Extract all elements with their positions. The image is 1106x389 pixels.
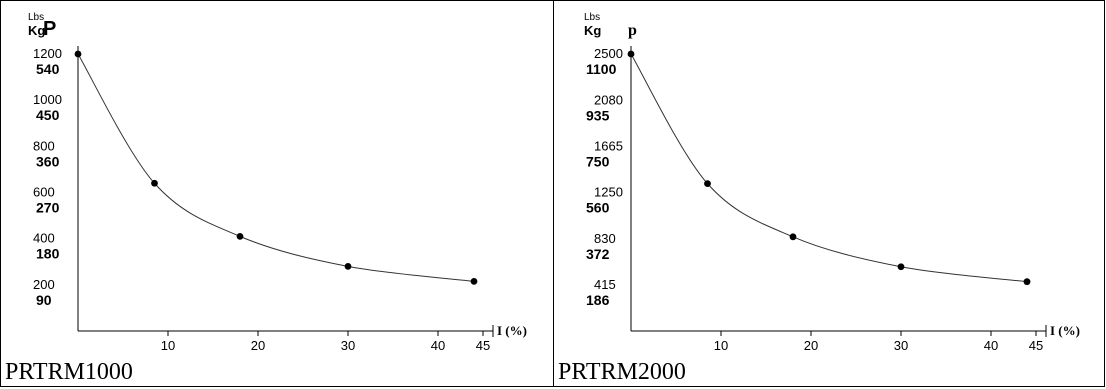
y-tick-lbs: 800 — [33, 138, 55, 153]
y-axis-title: P — [43, 18, 56, 40]
chart-panel-prtrm1000: Lbs Kg P 1200 540 1000 450 800 360 600 270 400 180 20… — [0, 0, 554, 387]
y-tick-lbs: 400 — [33, 231, 55, 246]
x-tick-label: 45 — [1029, 338, 1043, 353]
chart-panel-prtrm2000: Lbs Kg p 2500 1100 2080 935 1665 750 1250 560 830 37… — [553, 0, 1105, 387]
data-point — [704, 180, 711, 188]
x-axis-title: I (%) — [497, 323, 527, 338]
y-tick-kg: 450 — [36, 107, 60, 123]
y-unit-lbs: Lbs — [28, 12, 44, 23]
y-unit-lbs: Lbs — [584, 12, 600, 23]
x-axis-title: I (%) — [1050, 323, 1080, 338]
chart-caption: PRTRM2000 — [558, 359, 686, 385]
y-tick-lbs: 2080 — [594, 93, 623, 108]
y-tick-kg: 372 — [586, 246, 610, 262]
data-point — [344, 262, 352, 270]
y-tick-kg: 90 — [36, 292, 52, 308]
x-tick-label: 10 — [161, 338, 175, 353]
y-tick-lbs: 1200 — [33, 46, 62, 61]
y-tick-kg: 186 — [586, 292, 610, 308]
y-tick-kg: 935 — [586, 108, 610, 124]
x-tick-label: 40 — [431, 338, 445, 353]
y-tick-kg: 360 — [36, 153, 60, 169]
y-tick-lbs: 1665 — [594, 139, 623, 154]
data-point — [1023, 278, 1031, 286]
y-unit-kg: Kg — [584, 23, 601, 38]
data-curve — [630, 53, 1028, 283]
x-tick-label: 45 — [476, 338, 490, 353]
y-tick-lbs: 200 — [33, 277, 55, 292]
data-point — [470, 277, 478, 285]
chart-caption: PRTRM1000 — [5, 359, 133, 385]
data-point — [789, 233, 797, 241]
y-tick-lbs: 600 — [33, 185, 55, 200]
x-tick-label: 40 — [984, 338, 998, 353]
y-tick-kg: 750 — [586, 154, 610, 170]
y-tick-lbs: 415 — [594, 277, 616, 292]
data-point — [897, 263, 905, 271]
y-unit-kg: Kg — [28, 23, 45, 38]
data-curve — [77, 53, 475, 282]
data-point — [151, 179, 158, 187]
y-tick-lbs: 2500 — [594, 46, 623, 61]
data-point — [74, 50, 82, 58]
y-axis-title: p — [628, 22, 637, 39]
data-point — [236, 232, 244, 240]
data-point — [627, 50, 635, 58]
x-tick-label: 30 — [894, 338, 908, 353]
y-tick-kg: 1100 — [586, 61, 617, 77]
y-tick-kg: 180 — [36, 246, 60, 262]
y-tick-kg: 560 — [586, 200, 610, 216]
x-tick-label: 30 — [341, 338, 355, 353]
y-tick-lbs: 830 — [594, 231, 616, 246]
x-tick-label: 10 — [714, 338, 728, 353]
y-tick-lbs: 1250 — [594, 185, 623, 200]
y-tick-kg: 540 — [36, 61, 60, 77]
x-tick-label: 20 — [804, 338, 818, 353]
x-tick-label: 20 — [251, 338, 265, 353]
y-tick-lbs: 1000 — [33, 92, 62, 107]
y-tick-kg: 270 — [36, 200, 60, 216]
